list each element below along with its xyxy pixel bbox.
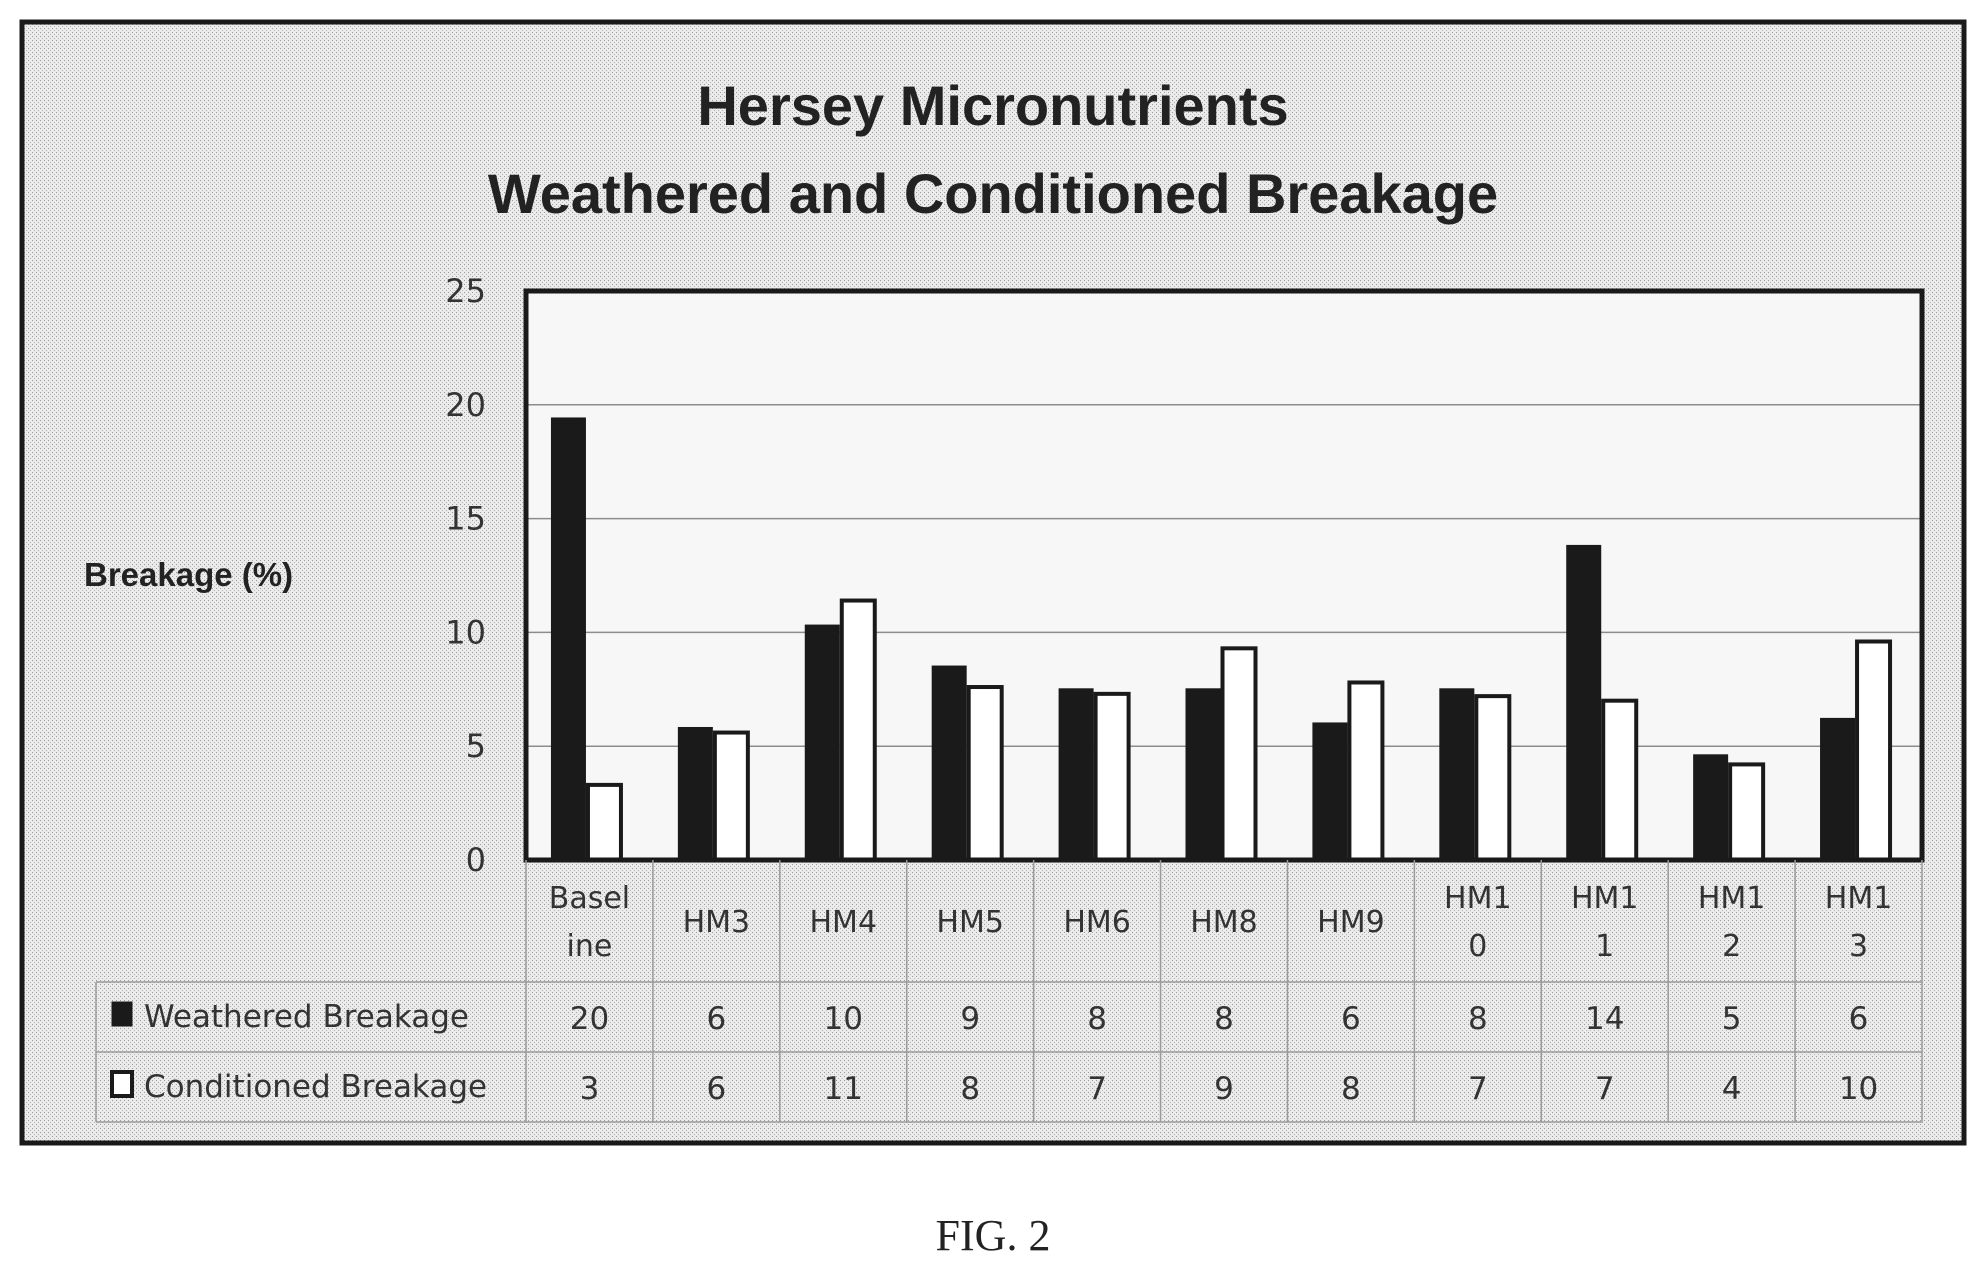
y-tick-label: 25 xyxy=(445,272,486,310)
chart-title: Hersey Micronutrients xyxy=(697,74,1288,137)
category-label: Basel xyxy=(549,881,630,916)
category-label: HM1 xyxy=(1444,881,1512,916)
conditioned-bar xyxy=(1474,694,1512,862)
plot-border xyxy=(523,288,1925,863)
weathered-bar xyxy=(1693,754,1729,862)
table-value: 11 xyxy=(824,1071,863,1107)
table-value: 8 xyxy=(960,1071,980,1107)
category-label: HM9 xyxy=(1317,905,1385,940)
weathered-bar xyxy=(550,417,586,861)
weathered-bar xyxy=(1058,688,1094,861)
table-value: 4 xyxy=(1722,1071,1742,1107)
category-label: 1 xyxy=(1595,929,1614,964)
category-label: HM6 xyxy=(1063,905,1131,940)
table-value: 6 xyxy=(706,1071,726,1107)
weathered-bar xyxy=(1566,544,1602,861)
figure-caption: FIG. 2 xyxy=(936,1211,1051,1260)
table-value: 10 xyxy=(1839,1071,1878,1107)
conditioned-bar xyxy=(1220,646,1258,862)
weathered-bar xyxy=(1185,688,1221,861)
table-value: 8 xyxy=(1214,1001,1234,1037)
category-label: 0 xyxy=(1468,929,1487,964)
conditioned-bar xyxy=(1601,698,1639,862)
table-value: 6 xyxy=(1849,1001,1869,1037)
y-tick-label: 0 xyxy=(466,841,486,879)
weathered-bar xyxy=(804,624,840,862)
y-tick-label: 10 xyxy=(445,613,486,651)
conditioned-bar xyxy=(585,782,623,863)
legend-swatch-conditioned xyxy=(110,1070,134,1098)
conditioned-bar xyxy=(712,730,750,863)
weathered-bar xyxy=(677,726,713,861)
y-tick-label: 5 xyxy=(466,727,486,765)
category-label: HM1 xyxy=(1825,881,1893,916)
weathered-bar xyxy=(931,665,967,861)
table-value: 20 xyxy=(570,1001,609,1037)
category-label: HM1 xyxy=(1698,881,1766,916)
table-value: 6 xyxy=(706,1001,726,1037)
table-value: 8 xyxy=(1341,1071,1361,1107)
y-tick-label: 20 xyxy=(445,386,486,424)
category-label: ine xyxy=(567,929,613,964)
table-value: 8 xyxy=(1087,1001,1107,1037)
plot-area: 0 5 10 15 20 25 xyxy=(445,272,1925,879)
category-label: HM5 xyxy=(936,905,1004,940)
category-label: HM1 xyxy=(1571,881,1639,916)
category-label: 3 xyxy=(1849,929,1868,964)
y-tick-label: 15 xyxy=(445,500,486,538)
table-value: 5 xyxy=(1722,1001,1742,1037)
table-value: 7 xyxy=(1087,1071,1107,1107)
weathered-bar xyxy=(1439,688,1475,861)
legend-label: Weathered Breakage xyxy=(144,999,469,1035)
table-value: 9 xyxy=(1214,1071,1234,1107)
table-value: 3 xyxy=(580,1071,600,1107)
category-label: 2 xyxy=(1722,929,1741,964)
y-axis-label: Breakage (%) xyxy=(84,556,293,593)
category-label: HM8 xyxy=(1190,905,1258,940)
conditioned-bar xyxy=(1855,639,1893,863)
table-value: 7 xyxy=(1468,1071,1488,1107)
chart-subtitle: Weathered and Conditioned Breakage xyxy=(488,162,1498,225)
legend-swatch-weathered xyxy=(111,1001,133,1027)
weathered-bar xyxy=(1820,717,1856,861)
category-label: HM4 xyxy=(810,905,878,940)
weathered-bar xyxy=(1312,722,1348,861)
data-table: Basel ine HM3 HM4 HM5 HM6 HM8 HM9 HM1 0 HM1 1 HM1 2 HM… xyxy=(95,860,1923,1123)
table-value: 9 xyxy=(960,1001,980,1037)
legend-label: Conditioned Breakage xyxy=(144,1069,487,1105)
conditioned-bar xyxy=(839,598,877,862)
conditioned-bar xyxy=(966,685,1004,862)
table-value: 6 xyxy=(1341,1001,1361,1037)
table-value: 7 xyxy=(1595,1071,1615,1107)
table-value: 10 xyxy=(824,1001,863,1037)
table-value: 8 xyxy=(1468,1001,1488,1037)
conditioned-bar xyxy=(1728,762,1766,863)
conditioned-bar xyxy=(1347,680,1385,862)
conditioned-bar xyxy=(1093,691,1131,862)
table-value: 14 xyxy=(1585,1001,1624,1037)
category-label: HM3 xyxy=(683,905,751,940)
